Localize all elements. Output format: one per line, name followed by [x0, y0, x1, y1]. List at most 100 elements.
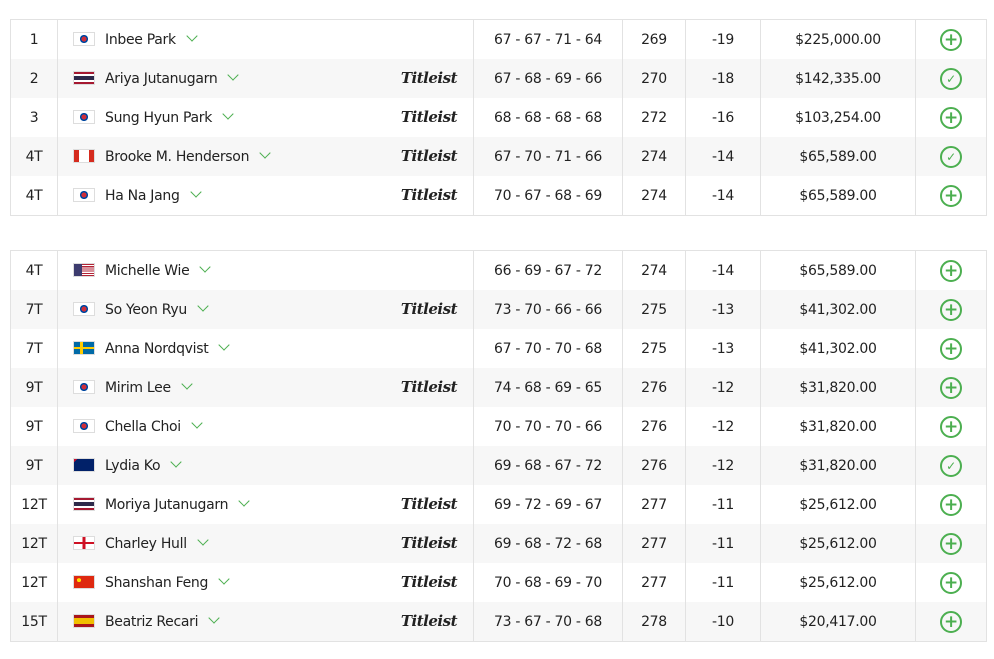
flag-canada-icon — [73, 148, 95, 163]
position-cell: 12T — [10, 524, 58, 563]
plus-circle-icon[interactable]: + — [940, 376, 962, 399]
round-scores-cell: 73 - 70 - 66 - 66 — [473, 290, 623, 329]
table-row: 12T Moriya Jutanugarn Titleist 69 - 72 - 69… — [11, 485, 987, 524]
flag-thailand-icon — [73, 496, 95, 511]
chevron-down-icon[interactable] — [238, 494, 250, 507]
titleist-logo: Titleist — [400, 612, 458, 630]
check-circle-icon[interactable]: ✓ — [940, 454, 962, 477]
money-cell: $25,612.00 — [760, 563, 916, 602]
flag-south-korea-icon — [73, 187, 95, 202]
flag-south-korea-icon — [73, 301, 95, 316]
flag-thailand-icon — [73, 70, 95, 85]
player-name-link[interactable]: Beatriz Recari — [105, 613, 199, 630]
to-par-cell: -10 — [685, 602, 761, 642]
round-scores-cell: 68 - 68 - 68 - 68 — [473, 98, 623, 137]
chevron-down-icon[interactable] — [191, 416, 203, 429]
flag-south-korea-icon — [73, 31, 95, 46]
money-cell: $31,820.00 — [760, 368, 916, 407]
chevron-down-icon[interactable] — [218, 338, 231, 351]
player-name-link[interactable]: Chella Choi — [105, 418, 181, 435]
chevron-down-icon[interactable] — [181, 377, 193, 390]
titleist-logo: Titleist — [400, 69, 458, 87]
total-cell: 276 — [622, 446, 686, 485]
position-cell: 3 — [29, 109, 39, 126]
to-par-cell: -11 — [685, 524, 761, 563]
round-scores-cell: 70 - 67 - 68 - 69 — [473, 176, 623, 216]
position-cell: 9T — [10, 446, 58, 485]
total-cell: 276 — [622, 407, 686, 446]
chevron-down-icon[interactable] — [208, 611, 220, 624]
player-name-link[interactable]: Brooke M. Henderson — [105, 148, 250, 165]
plus-circle-icon[interactable]: + — [940, 415, 962, 438]
plus-circle-icon[interactable]: + — [940, 298, 962, 321]
position-cell: 4T — [25, 262, 43, 279]
player-name-link[interactable]: Shanshan Feng — [105, 574, 209, 591]
chevron-down-icon[interactable] — [197, 533, 209, 546]
player-name-link[interactable]: Sung Hyun Park — [105, 109, 213, 126]
plus-circle-icon[interactable]: + — [940, 259, 962, 282]
flag-sweden-icon — [73, 340, 95, 355]
table-row: 3 Sung Hyun Park Titleist 68 - 68 - 68 - 68… — [11, 98, 987, 137]
round-scores-cell: 69 - 68 - 67 - 72 — [473, 446, 623, 485]
player-name-link[interactable]: Charley Hull — [105, 535, 187, 552]
table-row: 12T Charley Hull Titleist 69 - 68 - 72 - 68… — [10, 524, 987, 563]
table-row: 12T Shanshan Feng Titleist 70 - 68 - 69 - 7… — [11, 563, 987, 602]
table-row: 9T Chella Choi 70 - 70 - 70 - 66 276 -12 $31,… — [11, 407, 987, 446]
money-cell: $31,820.00 — [760, 446, 916, 485]
action-cell: + — [915, 250, 987, 290]
titleist-logo: Titleist — [400, 378, 458, 396]
plus-circle-icon[interactable]: + — [940, 337, 962, 360]
player-name-link[interactable]: So Yeon Ryu — [105, 301, 187, 318]
chevron-down-icon[interactable] — [259, 146, 271, 159]
to-par-cell: -14 — [685, 137, 761, 176]
player-cell: Charley Hull Titleist — [57, 524, 474, 563]
chevron-down-icon[interactable] — [222, 107, 234, 120]
plus-circle-icon[interactable]: + — [940, 106, 962, 129]
total-cell: 274 — [622, 137, 686, 176]
plus-circle-icon[interactable]: + — [940, 610, 962, 633]
player-name-link[interactable]: Anna Nordqvist — [105, 340, 209, 357]
total-cell: 277 — [622, 524, 686, 563]
check-circle-icon[interactable]: ✓ — [940, 145, 962, 168]
round-scores-cell: 69 - 68 - 72 - 68 — [473, 524, 623, 563]
titleist-logo: Titleist — [400, 186, 458, 204]
round-scores-cell: 73 - 67 - 70 - 68 — [473, 602, 623, 642]
player-name-link[interactable]: Moriya Jutanugarn — [105, 496, 229, 513]
action-cell: + — [915, 602, 987, 642]
plus-circle-icon[interactable]: + — [940, 28, 962, 51]
player-name-link[interactable]: Inbee Park — [105, 31, 176, 48]
plus-circle-icon[interactable]: + — [940, 184, 962, 207]
table-row: 1 Inbee Park 67 - 67 - 71 - 64 269 -19 $225,0… — [11, 19, 987, 59]
chevron-down-icon[interactable] — [189, 185, 202, 198]
plus-circle-icon[interactable]: + — [940, 532, 962, 555]
chevron-down-icon[interactable] — [186, 29, 198, 42]
player-name-link[interactable]: Ha Na Jang — [105, 187, 180, 204]
check-circle-icon[interactable]: ✓ — [940, 67, 962, 90]
action-cell: ✓ — [915, 137, 987, 176]
round-scores-cell: 70 - 68 - 69 - 70 — [473, 563, 623, 602]
player-name-link[interactable]: Michelle Wie — [105, 262, 190, 279]
to-par-cell: -11 — [685, 485, 761, 524]
money-cell: $25,612.00 — [760, 524, 916, 563]
round-scores-cell: 74 - 68 - 69 - 65 — [473, 368, 623, 407]
round-scores-cell: 66 - 69 - 67 - 72 — [473, 250, 623, 290]
player-name-link[interactable]: Mirim Lee — [105, 379, 171, 396]
money-cell: $103,254.00 — [760, 98, 916, 137]
player-cell: Lydia Ko — [57, 446, 474, 485]
action-cell: + — [915, 563, 987, 602]
player-name-link[interactable]: Ariya Jutanugarn — [105, 70, 218, 87]
chevron-down-icon[interactable] — [199, 260, 212, 273]
round-scores-cell: 67 - 70 - 70 - 68 — [473, 329, 623, 368]
chevron-down-icon[interactable] — [227, 68, 240, 81]
plus-circle-icon[interactable]: + — [940, 493, 962, 516]
chevron-down-icon[interactable] — [170, 455, 182, 468]
to-par-cell: -19 — [685, 19, 761, 59]
flag-new-zealand-icon — [73, 457, 95, 472]
flag-england-icon — [73, 535, 95, 550]
chevron-down-icon[interactable] — [197, 299, 209, 312]
to-par-cell: -18 — [685, 59, 761, 98]
plus-circle-icon[interactable]: + — [940, 571, 962, 594]
chevron-down-icon[interactable] — [218, 572, 230, 585]
action-cell: ✓ — [915, 446, 987, 485]
player-name-link[interactable]: Lydia Ko — [105, 457, 161, 474]
